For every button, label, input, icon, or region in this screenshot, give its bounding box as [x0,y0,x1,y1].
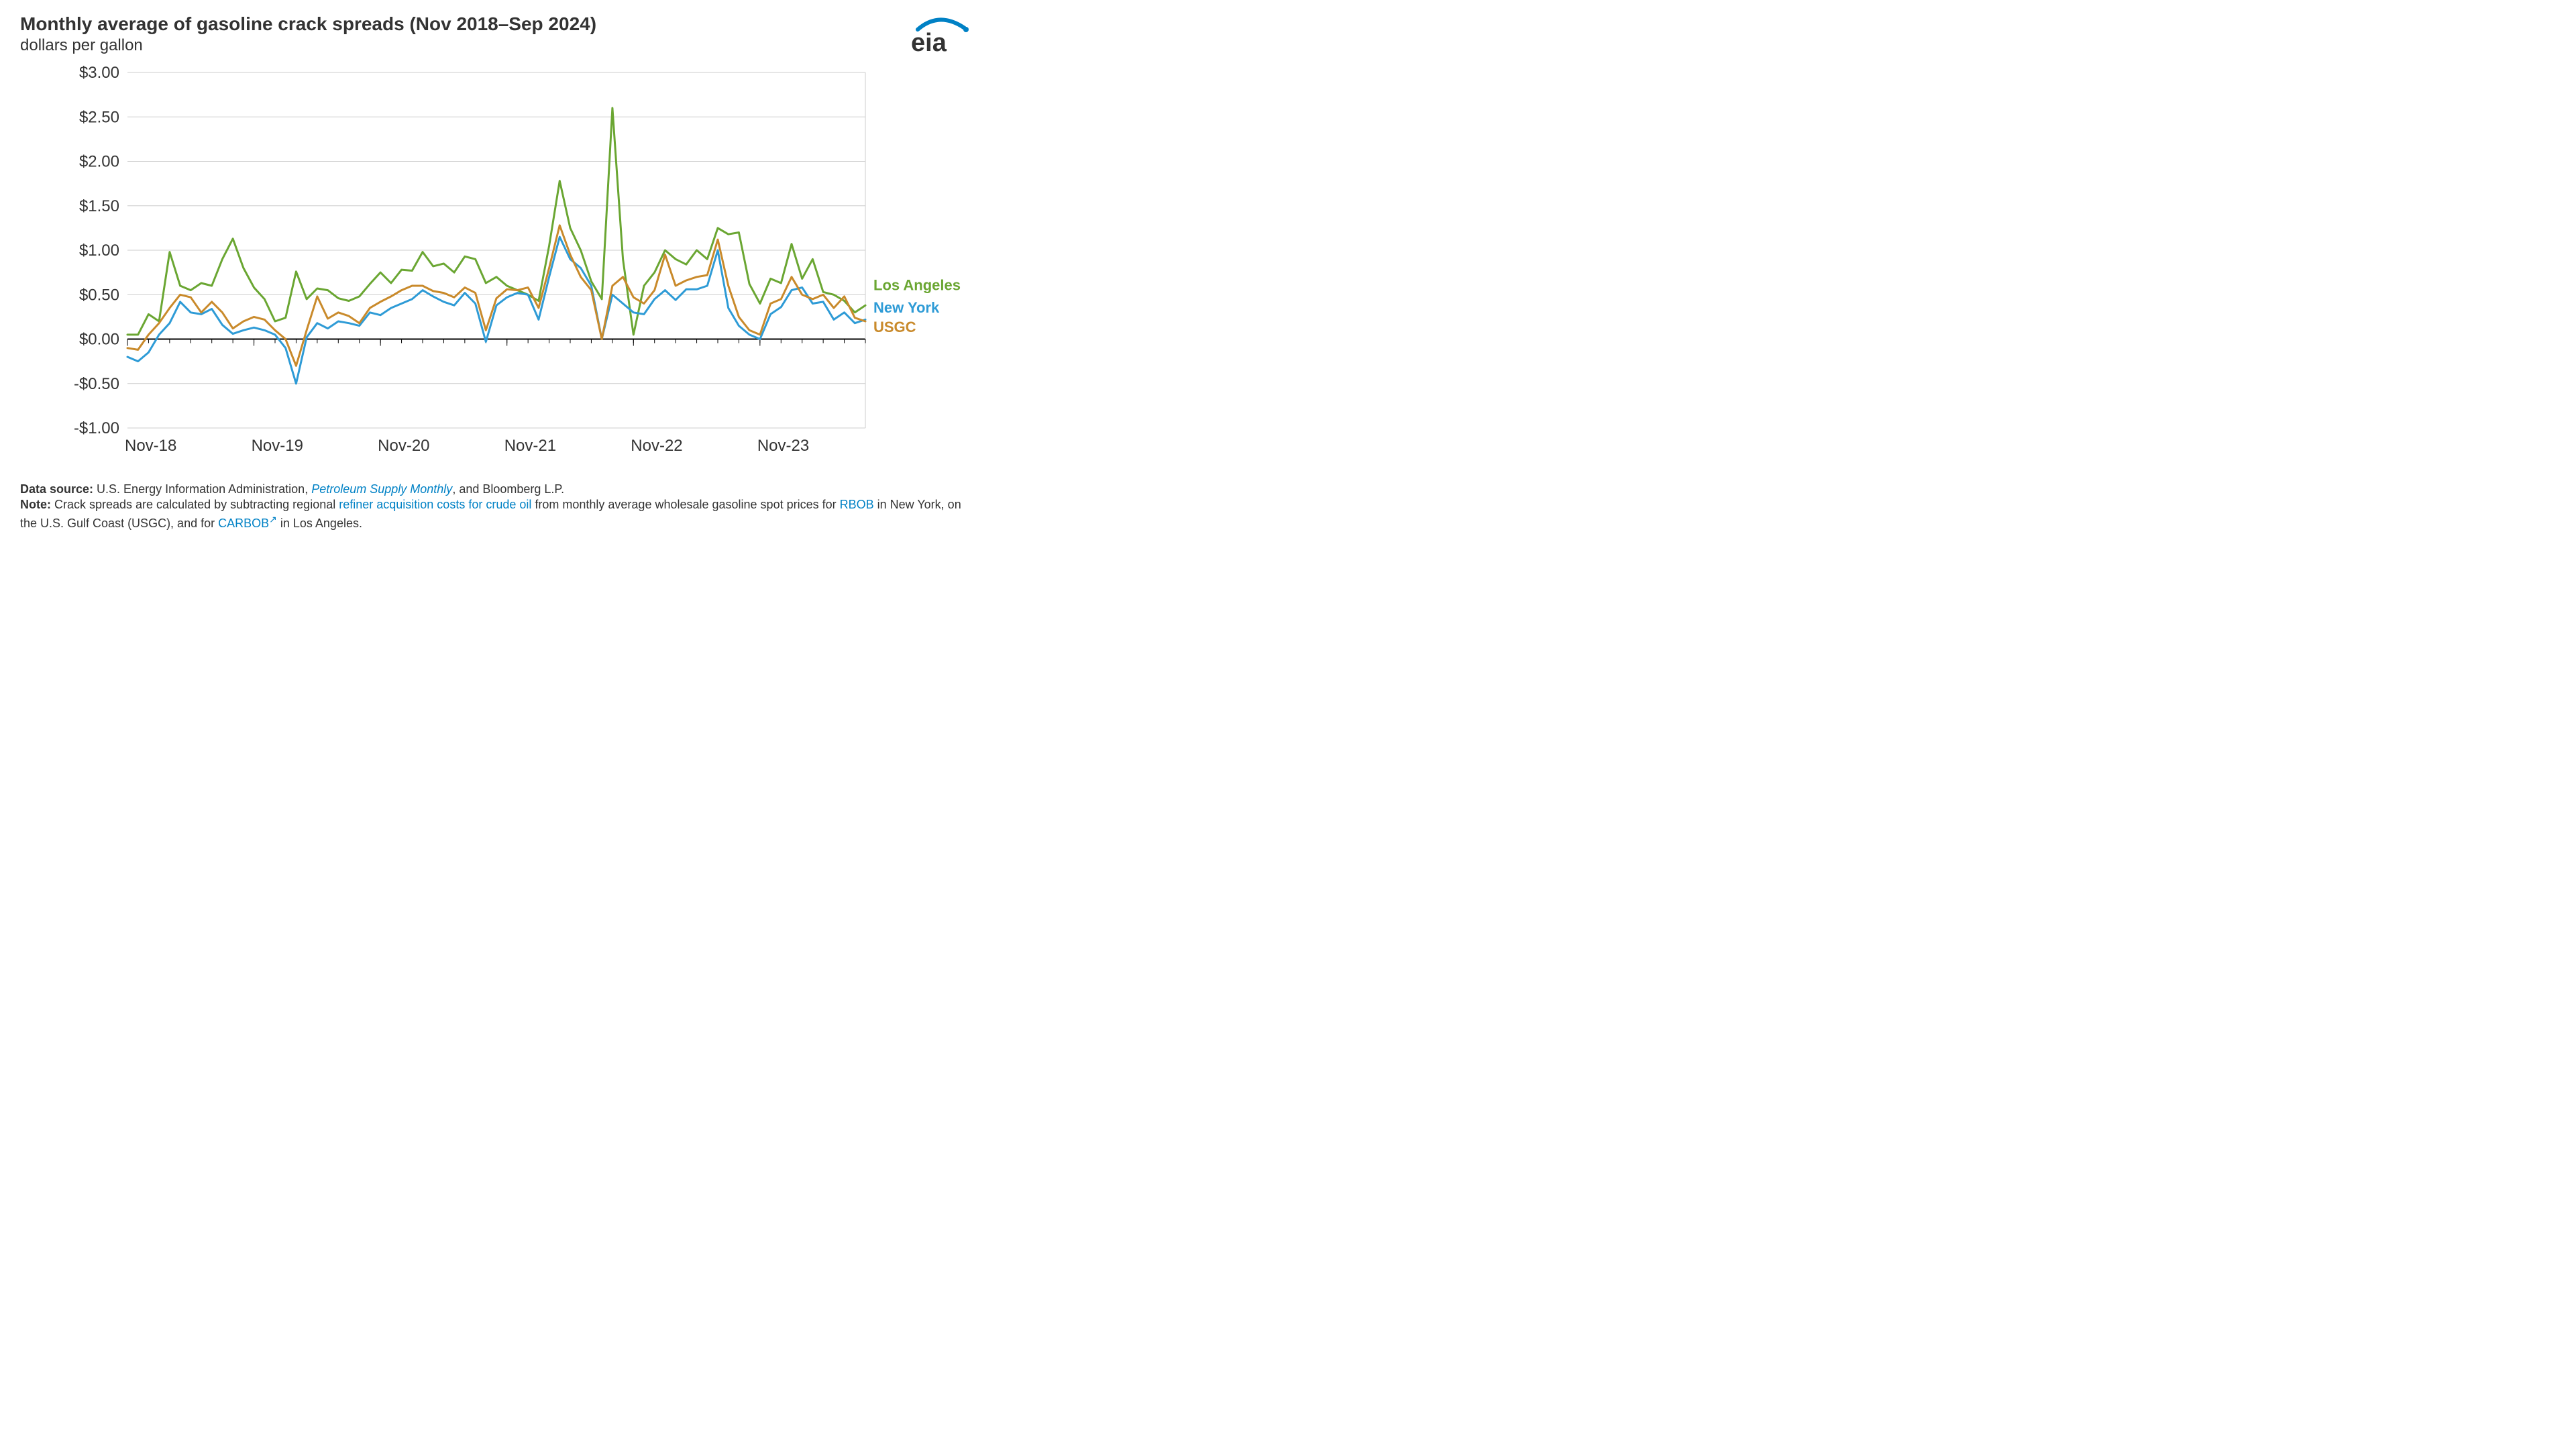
title-block: Monthly average of gasoline crack spread… [20,13,596,55]
x-tick-label: Nov-18 [125,437,176,455]
legend-label-los-angeles: Los Angeles [873,277,961,294]
footer-note-label: Note: [20,498,51,511]
eia-logo-svg: eia [899,16,973,56]
chart-svg: -$1.00 -$0.50 $0.00 $0.50 $1.00 $1.50 $2.00 $2.… [20,59,973,475]
x-tick-label: Nov-23 [757,437,809,455]
y-tick-label: $0.00 [79,331,119,349]
y-tick-label: $3.00 [79,64,119,82]
footer-note-link-3[interactable]: CARBOB [218,517,269,530]
footer-source-label: Data source: [20,482,93,496]
footer-note-text-4: in Los Angeles. [277,517,362,530]
legend-label-usgc: USGC [873,319,916,335]
eia-logo-dot-icon [963,27,969,32]
footer-note-line: Note: Crack spreads are calculated by su… [20,497,973,531]
series-line-new-york [127,237,865,384]
x-tick-label: Nov-19 [252,437,303,455]
eia-logo: eia [899,16,973,56]
footer-source-text-2: , and Bloomberg L.P. [452,482,564,496]
y-tick-label: -$0.50 [74,375,119,393]
footer-source-text-1: U.S. Energy Information Administration, [93,482,311,496]
y-tick-label: $2.00 [79,153,119,171]
x-tick-label: Nov-21 [504,437,556,455]
eia-logo-text: eia [911,29,947,56]
x-tick-label: Nov-22 [631,437,682,455]
header: Monthly average of gasoline crack spread… [20,13,973,56]
chart-title: Monthly average of gasoline crack spread… [20,13,596,35]
footer-note-text-1: Crack spreads are calculated by subtract… [51,498,339,511]
chart-container: Monthly average of gasoline crack spread… [0,0,993,545]
y-tick-label: $1.50 [79,197,119,215]
y-tick-label: $0.50 [79,286,119,304]
y-tick-label: -$1.00 [74,419,119,437]
footer-note-text-2: from monthly average wholesale gasoline … [531,498,839,511]
footer: Data source: U.S. Energy Information Adm… [20,482,973,531]
footer-note-link-2[interactable]: RBOB [840,498,874,511]
legend-label-new-york: New York [873,299,940,316]
y-tick-label: $2.50 [79,108,119,126]
footer-note-link-1[interactable]: refiner acquisition costs for crude oil [339,498,531,511]
y-tick-label: $1.00 [79,241,119,260]
eia-logo-arc-icon [918,19,965,30]
chart-subtitle: dollars per gallon [20,36,596,55]
footer-source-link-1[interactable]: Petroleum Supply Monthly [311,482,452,496]
footer-source-line: Data source: U.S. Energy Information Adm… [20,482,973,497]
chart-area: -$1.00 -$0.50 $0.00 $0.50 $1.00 $1.50 $2.00 $2.… [20,59,973,475]
external-link-icon: ↗ [269,514,277,525]
x-tick-label: Nov-20 [378,437,429,455]
